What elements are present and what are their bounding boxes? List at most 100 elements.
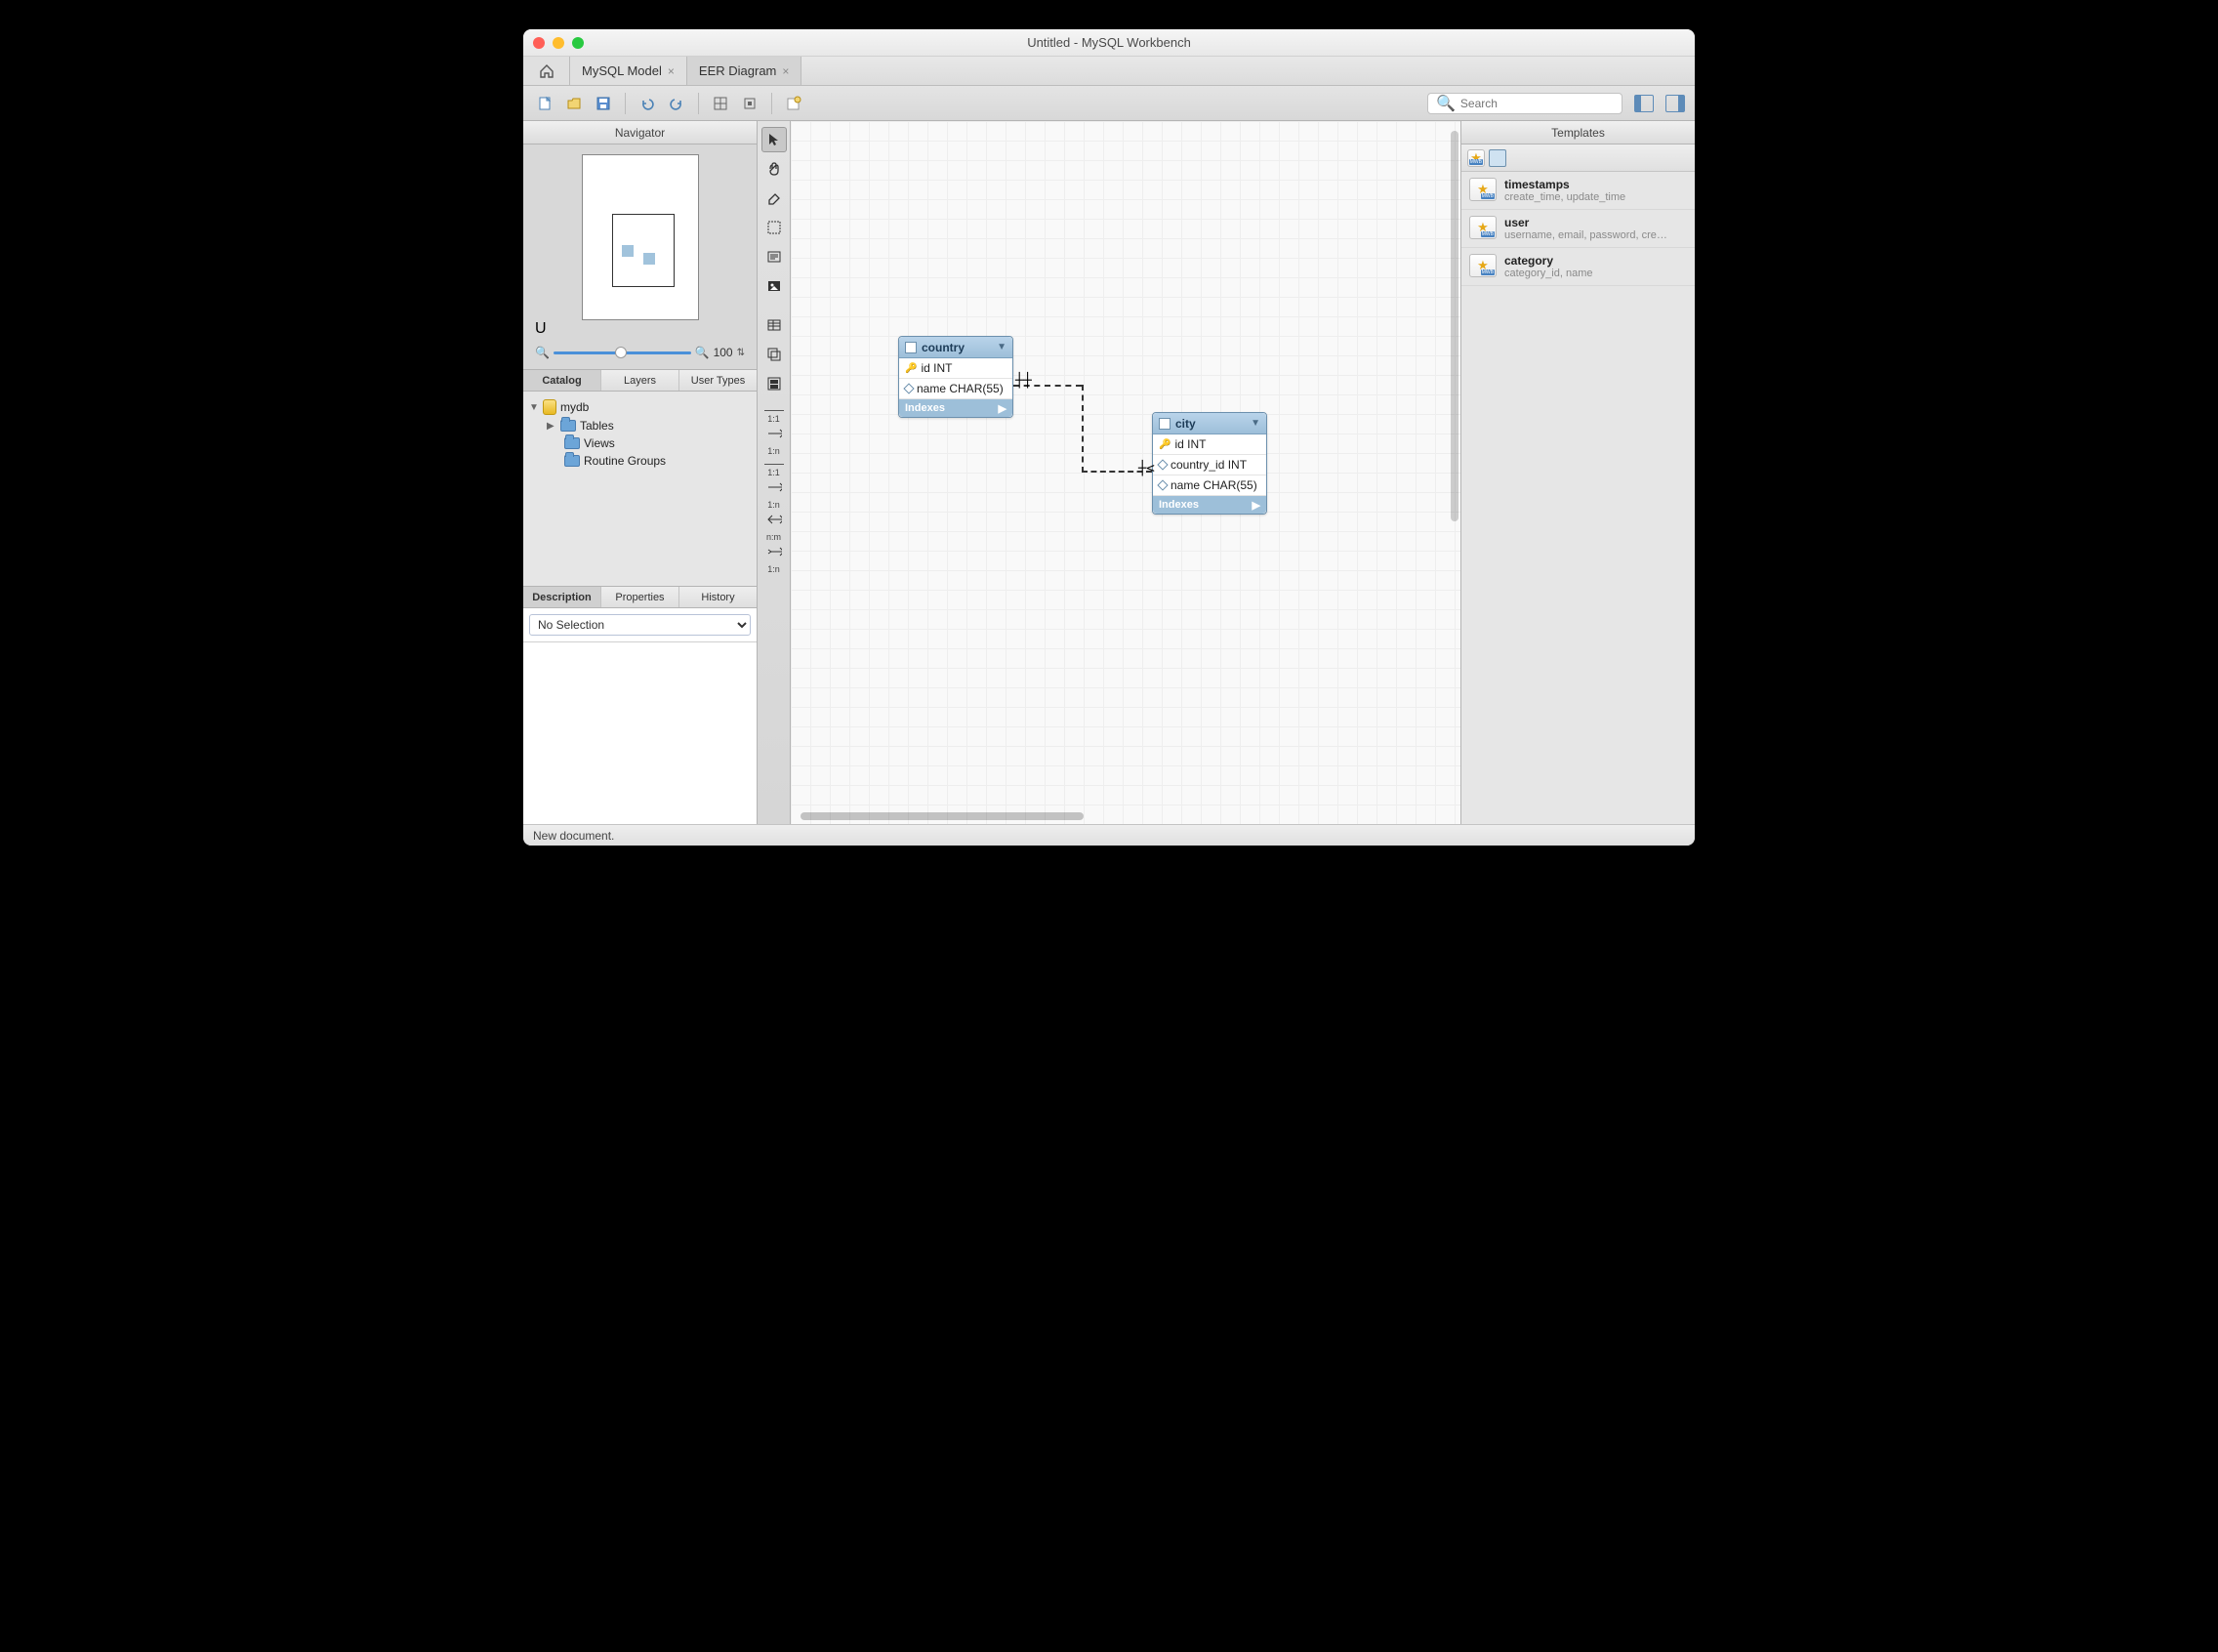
- tab-catalog[interactable]: Catalog: [523, 370, 601, 391]
- save-button[interactable]: [592, 92, 615, 115]
- tab-mysql-model[interactable]: MySQL Model ×: [570, 57, 687, 85]
- zoom-slider[interactable]: [554, 351, 691, 354]
- redo-button[interactable]: [665, 92, 688, 115]
- key-icon: 🔑: [905, 363, 917, 374]
- zoom-in-icon[interactable]: 🔍: [695, 346, 710, 359]
- tab-label: MySQL Model: [582, 63, 662, 78]
- home-icon: [539, 63, 554, 79]
- detail-area: [523, 641, 757, 824]
- rel-nm-tool[interactable]: [761, 514, 787, 529]
- minimap-entity: [643, 253, 655, 265]
- document-tabs: MySQL Model × EER Diagram ×: [523, 57, 1695, 86]
- folder-icon: [560, 420, 576, 432]
- hand-tool[interactable]: [761, 156, 787, 182]
- image-tool[interactable]: [761, 273, 787, 299]
- routine-tool[interactable]: [761, 371, 787, 396]
- column-label: name CHAR(55): [917, 382, 1004, 395]
- templates-header: Templates: [1461, 121, 1695, 145]
- chevron-down-icon[interactable]: ▼: [1251, 418, 1260, 429]
- grid-button[interactable]: [709, 92, 732, 115]
- rel-1nc-tool[interactable]: [761, 546, 787, 561]
- close-icon[interactable]: ×: [668, 64, 675, 78]
- eraser-tool[interactable]: [761, 186, 787, 211]
- diamond-icon: [1157, 459, 1168, 470]
- chevron-right-icon[interactable]: ▶: [547, 421, 556, 432]
- new-diagram-button[interactable]: [782, 92, 805, 115]
- chevron-down-icon[interactable]: ▼: [529, 402, 539, 413]
- tree-routines-row[interactable]: Routine Groups: [527, 452, 753, 470]
- view-tool[interactable]: [761, 342, 787, 367]
- minimap[interactable]: [582, 154, 699, 320]
- home-tab[interactable]: [523, 57, 570, 85]
- chevron-right-icon[interactable]: ▶: [999, 402, 1006, 415]
- detail-tabs: Description Properties History: [523, 587, 757, 608]
- close-icon[interactable]: [533, 37, 545, 49]
- zoom-icon[interactable]: [572, 37, 584, 49]
- template-item[interactable]: ★timestampscreate_time, update_time: [1461, 172, 1695, 210]
- diagram-canvas[interactable]: country▼ 🔑id INT name CHAR(55) Indexes▶ …: [791, 121, 1460, 824]
- template-add-icon[interactable]: ★: [1467, 149, 1485, 167]
- zoom-stepper-icon[interactable]: ⇅: [737, 348, 745, 358]
- selection-dropdown[interactable]: No Selection: [529, 614, 751, 636]
- select-tool[interactable]: [761, 127, 787, 152]
- diamond-icon: [903, 383, 914, 393]
- align-button[interactable]: [738, 92, 761, 115]
- zoom-out-icon[interactable]: 🔍: [535, 346, 550, 359]
- rel-1n-tool[interactable]: [761, 428, 787, 443]
- table-template-icon[interactable]: [1489, 149, 1506, 167]
- entity-country[interactable]: country▼ 🔑id INT name CHAR(55) Indexes▶: [898, 336, 1013, 418]
- template-icon: ★: [1469, 254, 1497, 277]
- search-box[interactable]: 🔍: [1427, 93, 1622, 114]
- horizontal-scrollbar[interactable]: [801, 812, 1084, 820]
- tab-description[interactable]: Description: [523, 587, 601, 607]
- new-file-button[interactable]: [533, 92, 556, 115]
- open-file-button[interactable]: [562, 92, 586, 115]
- tab-eer-diagram[interactable]: EER Diagram ×: [687, 57, 801, 85]
- tab-layers[interactable]: Layers: [601, 370, 679, 391]
- traffic-lights: [533, 37, 584, 49]
- table-tool[interactable]: [761, 312, 787, 338]
- key-icon: 🔑: [1159, 439, 1171, 450]
- catalog-tabs: Catalog Layers User Types: [523, 370, 757, 392]
- toggle-right-panel-button[interactable]: [1665, 95, 1685, 112]
- tree-tables-row[interactable]: ▶Tables: [527, 417, 753, 434]
- indexes-label[interactable]: Indexes: [1159, 499, 1199, 511]
- tree-views-row[interactable]: Views: [527, 434, 753, 452]
- cardinality-many-icon: ┼<: [1138, 461, 1155, 476]
- indexes-label[interactable]: Indexes: [905, 402, 945, 414]
- tree-label: mydb: [560, 400, 589, 414]
- template-desc: category_id, name: [1504, 268, 1593, 279]
- column-label: name CHAR(55): [1171, 478, 1257, 492]
- undo-button[interactable]: [636, 92, 659, 115]
- minimap-panel: U 🔍 🔍 100 ⇅: [523, 145, 757, 370]
- rel-11b-tool[interactable]: 1:1: [767, 469, 780, 477]
- template-item[interactable]: ★ categorycategory_id, name: [1461, 248, 1695, 286]
- chevron-right-icon[interactable]: ▶: [1253, 499, 1260, 512]
- status-bar: New document.: [523, 824, 1695, 846]
- tab-properties[interactable]: Properties: [601, 587, 679, 607]
- minimize-icon[interactable]: [553, 37, 564, 49]
- tree-label: Routine Groups: [584, 454, 666, 468]
- rel-11-tool[interactable]: 1:1: [767, 415, 780, 424]
- template-name: category: [1504, 254, 1593, 268]
- column-label: id INT: [921, 361, 952, 375]
- tab-user-types[interactable]: User Types: [679, 370, 757, 391]
- search-input[interactable]: [1460, 97, 1614, 110]
- tree-db-row[interactable]: ▼ mydb: [527, 397, 753, 417]
- template-icon: ★: [1469, 216, 1497, 239]
- database-icon: [543, 399, 556, 415]
- note-tool[interactable]: [761, 244, 787, 269]
- vertical-scrollbar[interactable]: [1451, 131, 1458, 521]
- chevron-down-icon[interactable]: ▼: [997, 342, 1006, 352]
- toggle-left-panel-button[interactable]: [1634, 95, 1654, 112]
- rel-nm-label: n:m: [766, 533, 781, 542]
- tab-history[interactable]: History: [679, 587, 757, 607]
- templates-toolbar: ★: [1461, 145, 1695, 172]
- relation-line[interactable]: [1082, 385, 1084, 473]
- left-sidebar: Navigator U 🔍 🔍 100 ⇅ Catalog Layers: [523, 121, 758, 824]
- rel-1nb-tool[interactable]: [761, 481, 787, 497]
- close-icon[interactable]: ×: [782, 64, 789, 78]
- layer-tool[interactable]: [761, 215, 787, 240]
- entity-city[interactable]: city▼ 🔑id INT country_id INT name CHAR(5…: [1152, 412, 1267, 515]
- template-item[interactable]: ★userusername, email, password, crea...: [1461, 210, 1695, 248]
